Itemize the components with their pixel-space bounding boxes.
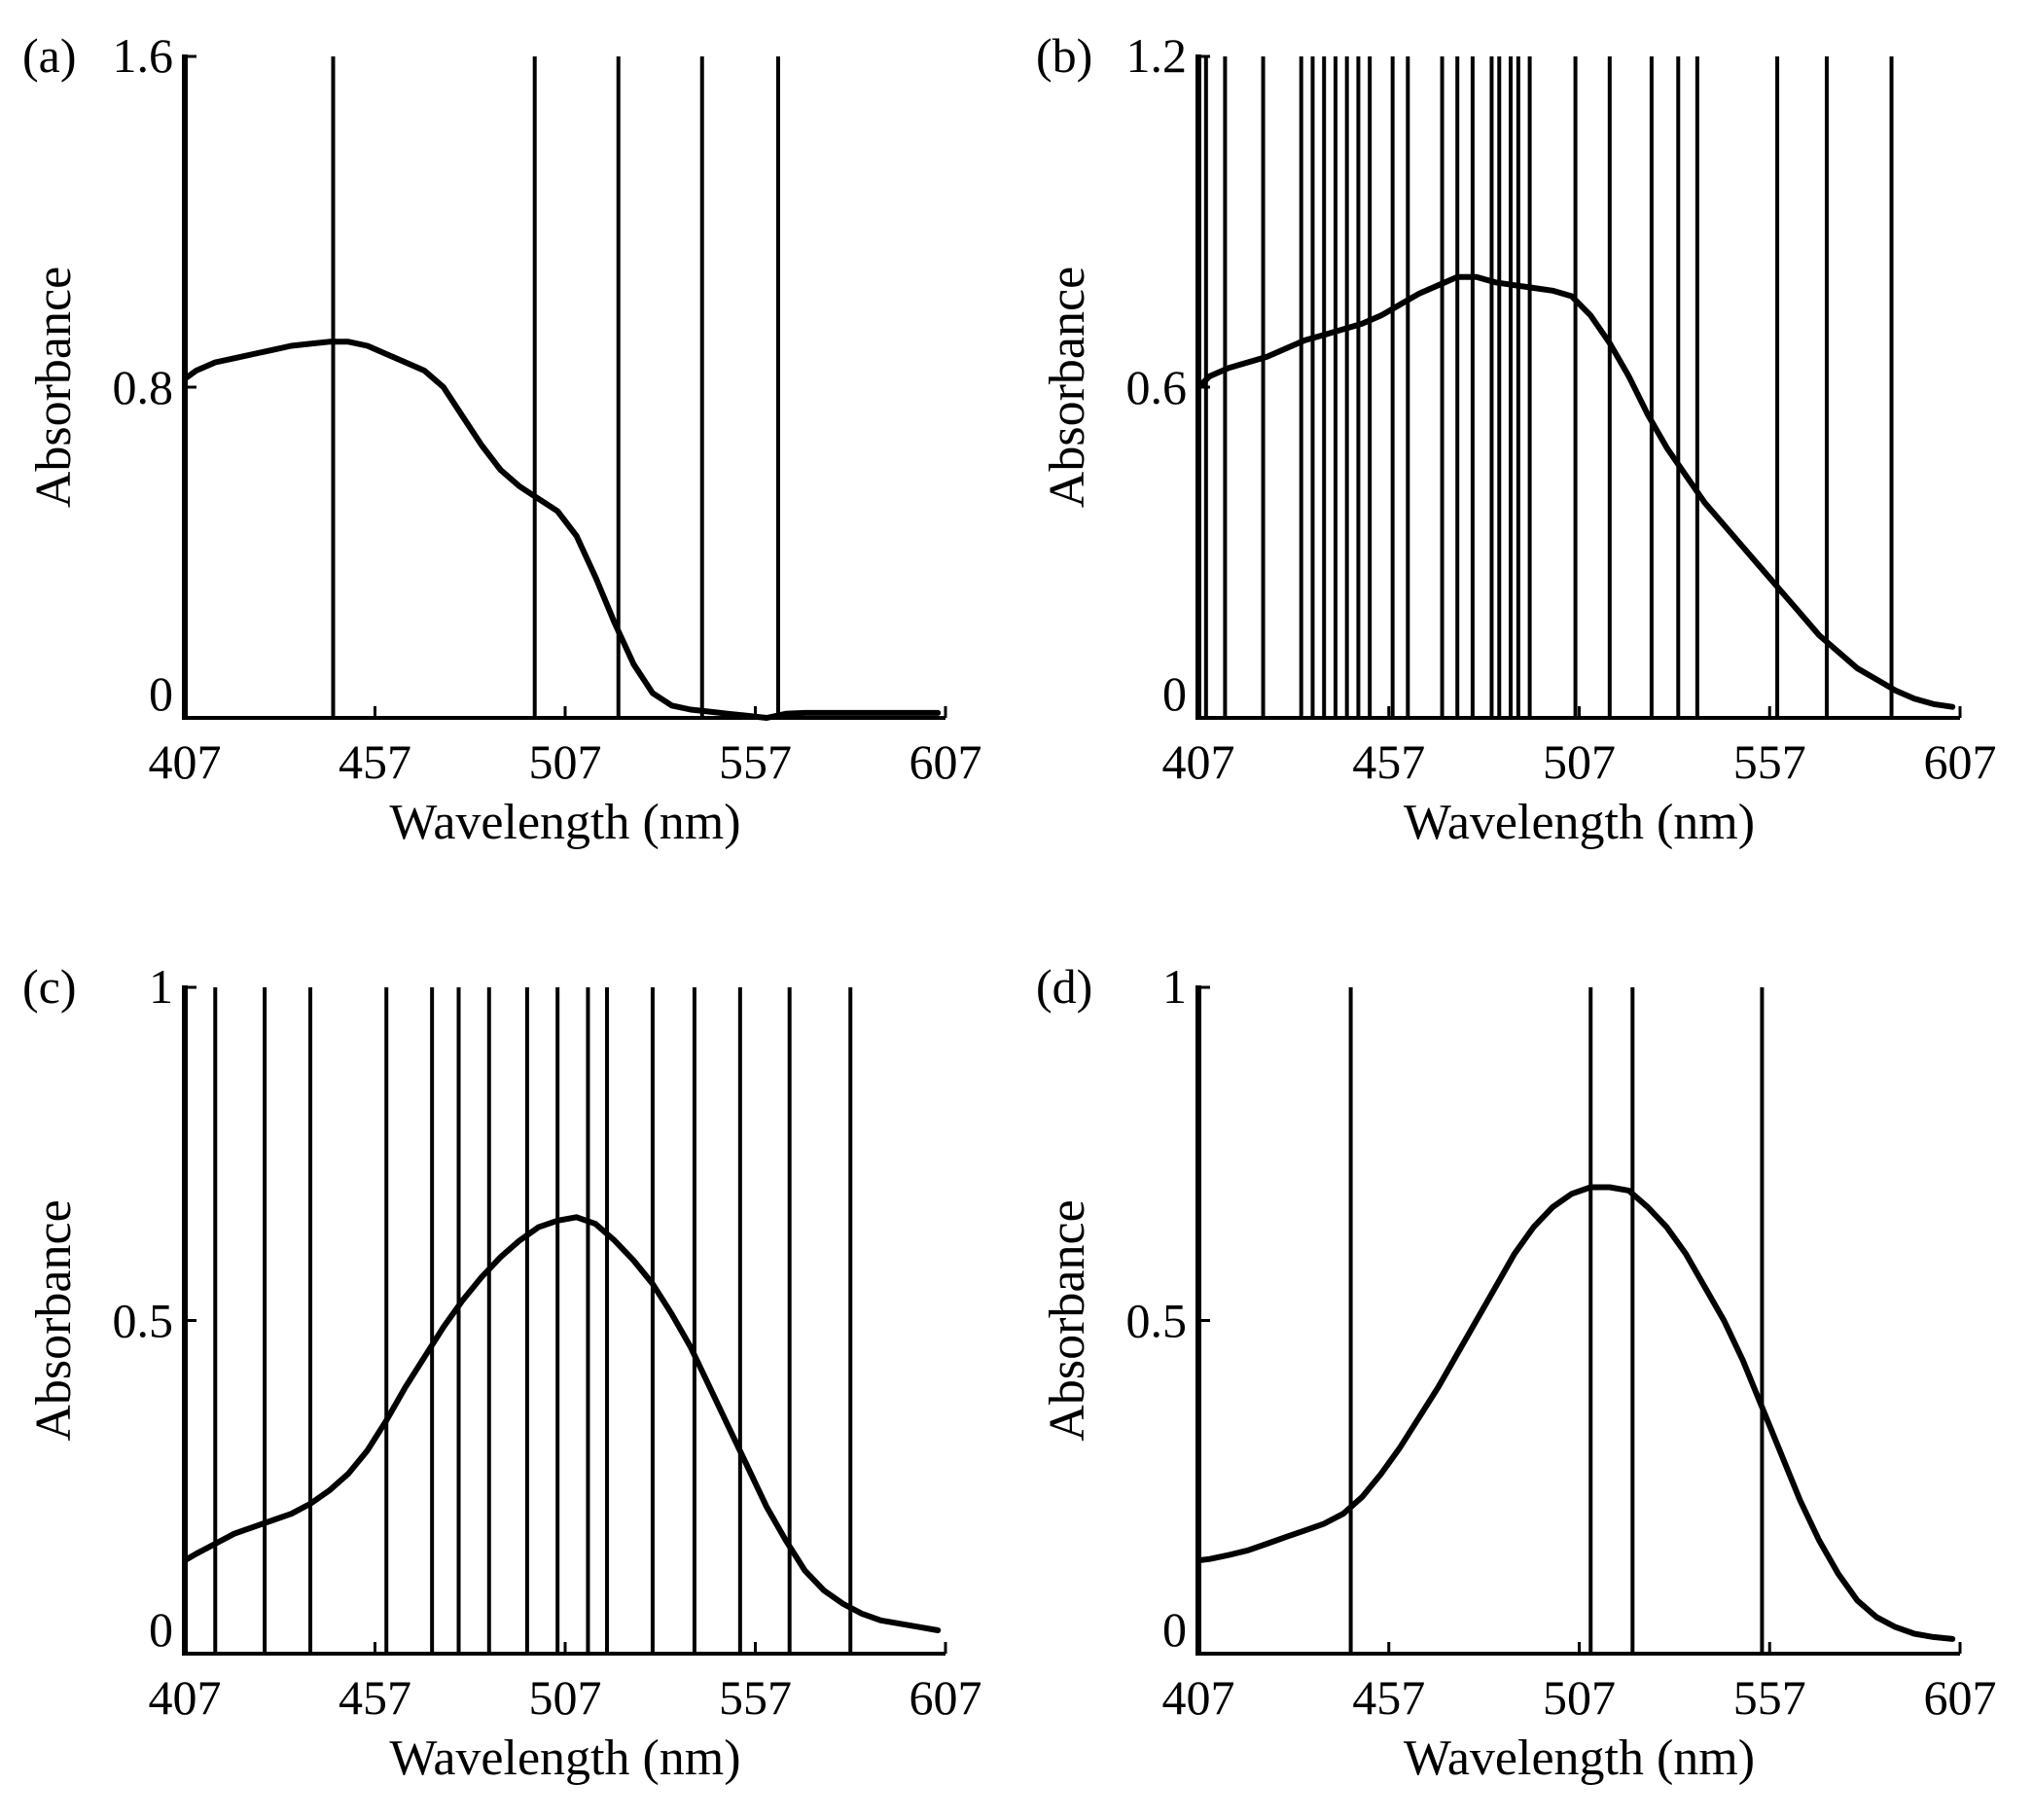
y-tick-label: 0.6 [1126,360,1188,414]
y-axis-title: Absorbance [26,267,82,508]
x-tick-label: 557 [719,1670,792,1725]
x-axis-title: Wavelength (nm) [1404,795,1755,850]
absorbance-curve [1195,273,1956,710]
x-axis-title: Wavelength (nm) [389,1731,740,1786]
x-axis-title: Wavelength (nm) [1404,1731,1755,1786]
x-tick-label: 607 [910,734,982,789]
x-tick-label: 407 [149,1670,222,1725]
absorbance-curve [1195,1184,1956,1642]
y-tick-label: 1.2 [1126,28,1188,83]
x-tick-label: 407 [149,734,222,789]
y-axis-title: Absorbance [26,1199,82,1441]
y-tick-label: 0.8 [113,360,174,414]
x-tick-label: 607 [1924,1670,1997,1725]
x-tick-label: 557 [719,734,792,789]
y-tick-label: 1 [1162,959,1187,1014]
x-tick-label: 557 [1733,1670,1806,1725]
panel-label: (a) [22,28,77,83]
panel-a: (a) 407 457 507 557 607 0 0.8 1.6 Wavelength (nm)… [22,28,982,850]
x-tick-label: 607 [1924,734,1997,789]
x-tick-label: 607 [910,1670,982,1725]
x-tick-label: 457 [1352,1670,1425,1725]
x-tick-label: 457 [1352,734,1425,789]
x-tick-label: 457 [339,1670,411,1725]
x-tick-label: 407 [1162,734,1235,789]
y-tick-label: 0.5 [113,1294,174,1348]
panel-c: (c) 407 457 507 557 607 0 0.5 1 Wavelength (nm) Ab… [22,959,982,1786]
y-tick-label: 0 [149,666,173,721]
x-tick-label: 557 [1733,734,1806,789]
absorbance-curve [182,1214,942,1633]
y-tick-label: 0 [1162,1602,1187,1657]
x-tick-label: 507 [529,734,602,789]
panel-label: (d) [1036,959,1092,1014]
y-axis-title: Absorbance [1040,267,1095,508]
y-tick-label: 1 [149,959,173,1014]
x-tick-label: 407 [1162,1670,1235,1725]
absorbance-curve [182,339,942,721]
panel-label: (b) [1036,28,1092,83]
y-tick-label: 0 [149,1602,173,1657]
y-tick-label: 0.5 [1126,1294,1188,1348]
x-tick-label: 457 [339,734,411,789]
panel-label: (c) [22,959,77,1014]
x-tick-label: 507 [1543,1670,1616,1725]
y-axis-title: Absorbance [1040,1199,1095,1441]
panel-d: (d) 407 457 507 557 607 0 0.5 1 Wavelength (nm) Ab… [1036,959,1997,1786]
y-tick-label: 1.6 [113,28,174,83]
panel-b: (b) 407 457 507 557 607 0 0.6 1.2 Wavelength (nm)… [1036,28,1997,850]
y-tick-label: 0 [1162,666,1187,721]
x-axis-title: Wavelength (nm) [389,795,740,850]
x-tick-label: 507 [529,1670,602,1725]
x-tick-label: 507 [1543,734,1616,789]
